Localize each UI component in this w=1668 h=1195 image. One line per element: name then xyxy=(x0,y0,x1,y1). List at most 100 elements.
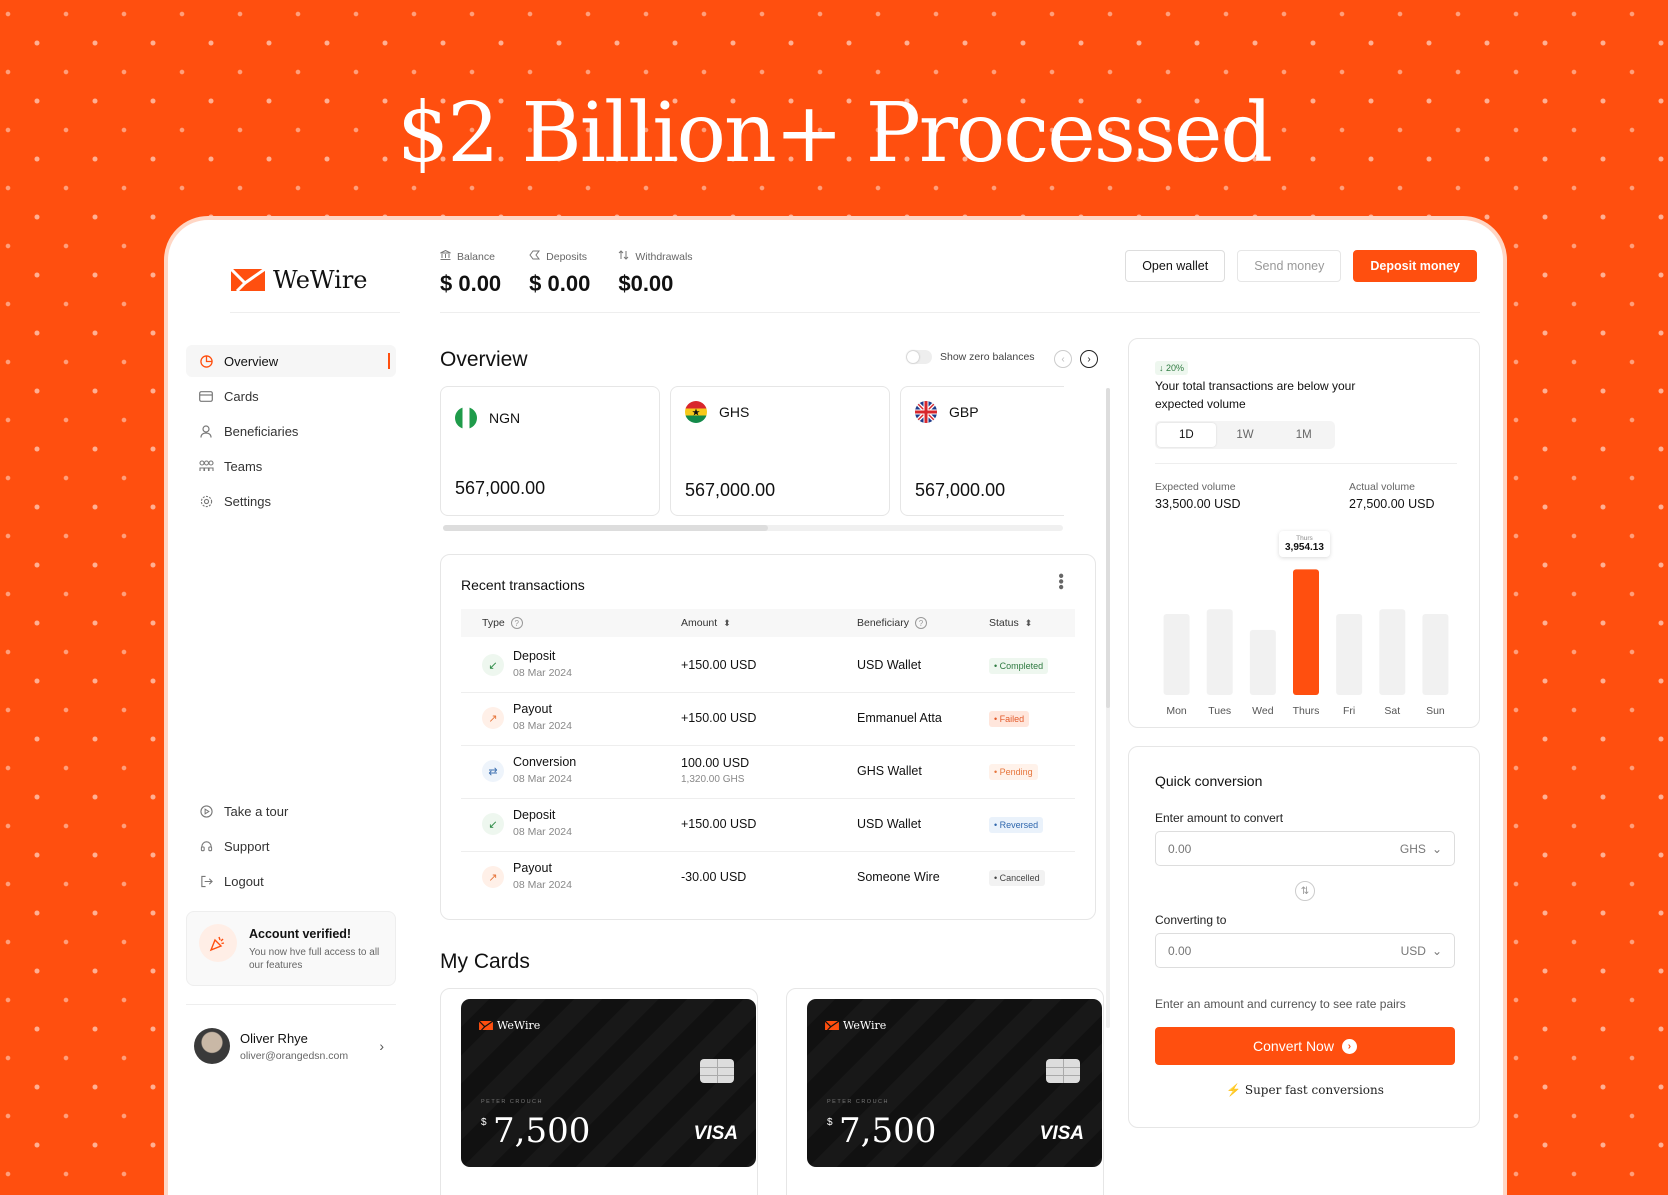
tx-type: Payout xyxy=(513,861,552,875)
arrow-up-right-icon: ↗ xyxy=(482,707,504,729)
sidebar-item-support[interactable]: Support xyxy=(186,830,396,862)
swap-icon[interactable]: ⇅ xyxy=(1295,881,1315,901)
payment-card[interactable]: WeWire PETER CROUCH $ 7,500 VISA xyxy=(807,999,1102,1167)
zero-balances-toggle[interactable] xyxy=(906,350,932,364)
sidebar-item-label: Take a tour xyxy=(224,803,289,819)
chevron-left-icon[interactable]: ‹ xyxy=(1054,350,1072,368)
bar-thurs[interactable] xyxy=(1293,569,1319,695)
sidebar-item-label: Settings xyxy=(224,493,271,509)
quick-conversion-panel: Quick conversion Enter amount to convert… xyxy=(1128,746,1480,1128)
credit-card-icon xyxy=(198,388,214,404)
currency-card-ngn[interactable]: NGN 567,000.00 xyxy=(440,386,660,516)
vertical-scrollbar[interactable] xyxy=(1106,388,1110,1028)
column-header-amount[interactable]: Amount xyxy=(681,617,718,629)
table-row[interactable]: ⇄ Conversion 08 Mar 2024 100.00 USD 1,320.00… xyxy=(461,743,1075,799)
arrow-up-right-icon: ↗ xyxy=(482,866,504,888)
overview-title: Overview xyxy=(440,348,528,371)
tx-beneficiary: USD Wallet xyxy=(857,817,922,831)
quick-conversion-title: Quick conversion xyxy=(1155,773,1263,789)
sidebar-item-label: Teams xyxy=(224,458,263,474)
status-text: Cancelled xyxy=(999,873,1040,883)
to-amount-input[interactable]: 0.00 USD ⌄ xyxy=(1155,933,1455,968)
tx-amount: +150.00 USD xyxy=(681,658,757,672)
tx-amount: 100.00 USD xyxy=(681,756,750,770)
horizontal-scrollbar[interactable] xyxy=(443,525,1063,531)
range-1w[interactable]: 1W xyxy=(1236,429,1254,441)
payment-card[interactable]: WeWire PETER CROUCH $ 7,500 VISA xyxy=(461,999,756,1167)
sidebar-item-label: Support xyxy=(224,838,270,854)
column-header-beneficiary[interactable]: Beneficiary xyxy=(857,617,909,629)
tx-type: Conversion xyxy=(513,755,577,769)
arrow-right-circle-icon: › xyxy=(1341,1038,1357,1054)
volume-message: Your total transactions are below your e… xyxy=(1155,379,1356,411)
help-icon[interactable]: ? xyxy=(914,617,927,629)
bar-sun[interactable] xyxy=(1422,614,1449,695)
from-currency-select[interactable]: GHS ⌄ xyxy=(1400,842,1442,856)
my-cards-title: My Cards xyxy=(440,950,530,973)
help-icon[interactable]: ? xyxy=(510,617,523,629)
column-header-type[interactable]: Type xyxy=(482,617,505,629)
deposit-money-button[interactable]: Deposit money xyxy=(1353,250,1477,282)
user-profile[interactable]: Oliver Rhye oliver@orangedsn.com › xyxy=(194,1028,384,1064)
status-badge: • Cancelled xyxy=(989,870,1045,886)
sort-icon[interactable]: ⬍ xyxy=(723,617,731,628)
card-slot: WeWire PETER CROUCH $ 7,500 VISA xyxy=(786,988,1104,1195)
avatar xyxy=(194,1028,230,1064)
open-wallet-button[interactable]: Open wallet xyxy=(1125,250,1226,282)
sidebar-divider xyxy=(230,312,400,313)
tx-date: 08 Mar 2024 xyxy=(513,826,572,838)
pie-chart-icon xyxy=(198,353,214,369)
sidebar-item-cards[interactable]: Cards xyxy=(186,380,396,412)
deposit-icon xyxy=(529,250,541,263)
sidebar-item-teams[interactable]: Teams xyxy=(186,450,396,482)
to-amount-placeholder: 0.00 xyxy=(1168,943,1192,958)
tx-beneficiary: GHS Wallet xyxy=(857,764,922,778)
range-1m[interactable]: 1M xyxy=(1295,429,1312,441)
chip-icon xyxy=(700,1059,734,1083)
table-row[interactable]: ↙ Deposit 08 Mar 2024 +150.00 USD USD Wallet… xyxy=(461,637,1075,693)
tooltip-label: Thurs xyxy=(1296,535,1313,543)
chevron-right-icon[interactable]: › xyxy=(1080,350,1098,368)
more-options-icon[interactable]: ••• xyxy=(1052,573,1069,590)
range-1d[interactable]: 1D xyxy=(1157,423,1216,447)
convert-now-button[interactable]: Convert Now › xyxy=(1155,1027,1455,1065)
sidebar-item-take-a-tour[interactable]: Take a tour xyxy=(186,795,396,827)
bar-fri[interactable] xyxy=(1336,614,1363,695)
currency-card-ghs[interactable]: GHS 567,000.00 xyxy=(670,386,890,516)
brand-logo[interactable]: WeWire xyxy=(231,266,368,294)
to-currency-select[interactable]: USD ⌄ xyxy=(1401,944,1442,958)
column-header-status[interactable]: Status xyxy=(989,617,1019,629)
table-row[interactable]: ↗ Payout 08 Mar 2024 +150.00 USD Emmanuel At… xyxy=(461,690,1075,746)
sidebar-item-settings[interactable]: Settings xyxy=(186,485,396,517)
tx-amount-secondary: 1,320.00 GHS xyxy=(681,774,745,785)
sidebar-item-logout[interactable]: Logout xyxy=(186,865,396,897)
status-badge: • Pending xyxy=(989,764,1038,780)
bar-mon[interactable] xyxy=(1163,614,1190,695)
from-amount-input[interactable]: 0.00 GHS ⌄ xyxy=(1155,831,1455,866)
currency-code: GBP xyxy=(949,404,979,420)
send-money-button[interactable]: Send money xyxy=(1237,250,1342,282)
stat-balance: Balance $ 0.00 xyxy=(440,249,502,297)
bank-icon xyxy=(440,249,451,263)
table-row[interactable]: ↗ Payout 08 Mar 2024 -30.00 USD Someone Wire… xyxy=(461,849,1075,905)
zero-balances-toggle-row: Show zero balances xyxy=(906,350,1035,364)
chip-icon xyxy=(1046,1059,1080,1083)
header-actions: Open wallet Send money Deposit money xyxy=(1125,250,1477,282)
status-badge: • Failed xyxy=(989,711,1030,727)
sidebar-item-beneficiaries[interactable]: Beneficiaries xyxy=(186,415,396,447)
sidebar-nav: Overview Cards Beneficiaries Teams Setti… xyxy=(186,345,396,520)
table-row[interactable]: ↙ Deposit 08 Mar 2024 +150.00 USD USD Wallet… xyxy=(461,796,1075,852)
bar-sat[interactable] xyxy=(1379,609,1406,695)
sort-icon[interactable]: ⬍ xyxy=(1024,617,1033,628)
sidebar-secondary-nav: Take a tour Support Logout xyxy=(186,795,396,900)
sidebar-item-overview[interactable]: Overview xyxy=(186,345,396,377)
currency-card-gbp[interactable]: GBP 567,000.00 xyxy=(900,386,1064,516)
arrow-down-left-icon: ↙ xyxy=(482,813,504,835)
play-circle-icon xyxy=(198,803,214,819)
gear-icon xyxy=(198,493,214,509)
stat-value: $ 0.00 xyxy=(440,271,502,296)
chevron-down-icon: ⌄ xyxy=(1431,841,1442,856)
bar-tues[interactable] xyxy=(1206,609,1233,695)
bar-wed[interactable] xyxy=(1249,629,1276,695)
card-slot: WeWire PETER CROUCH $ 7,500 VISA xyxy=(440,988,758,1195)
